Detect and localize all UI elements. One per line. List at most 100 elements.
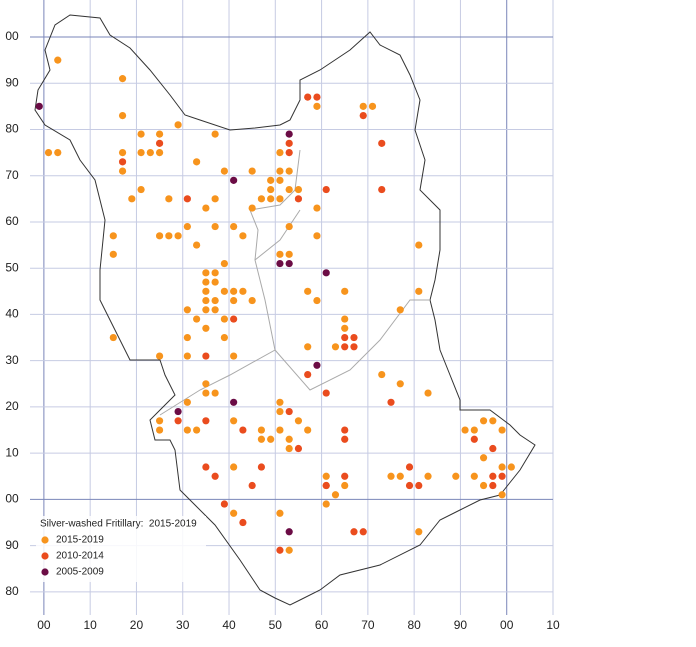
record-dot bbox=[239, 287, 247, 295]
record-dot bbox=[155, 139, 164, 147]
record-dot bbox=[230, 176, 238, 184]
record-dot bbox=[350, 528, 358, 536]
record-dot bbox=[322, 389, 330, 397]
record-dot bbox=[155, 426, 164, 434]
record-dot bbox=[230, 222, 238, 231]
record-dot bbox=[230, 463, 238, 471]
record-dot bbox=[304, 426, 312, 434]
record-dot bbox=[341, 287, 349, 295]
record-dot bbox=[341, 324, 349, 332]
record-dot bbox=[452, 472, 460, 480]
record-dot bbox=[285, 148, 293, 157]
points bbox=[35, 56, 515, 554]
record-dot bbox=[220, 333, 228, 342]
grid bbox=[30, 0, 554, 615]
record-dot bbox=[276, 407, 284, 416]
record-dot bbox=[118, 148, 127, 157]
record-dot bbox=[470, 435, 478, 443]
record-dot bbox=[498, 463, 506, 471]
record-dot bbox=[313, 296, 321, 305]
record-dot bbox=[396, 380, 404, 388]
record-dot bbox=[230, 417, 238, 425]
x-tick-label: 10 bbox=[83, 618, 97, 632]
record-dot bbox=[479, 481, 488, 490]
record-dot bbox=[211, 306, 219, 314]
record-dot bbox=[294, 195, 303, 203]
record-dot bbox=[276, 148, 284, 157]
record-dot bbox=[415, 481, 423, 490]
record-dot bbox=[267, 176, 275, 184]
record-dot bbox=[489, 481, 497, 490]
record-dot bbox=[378, 185, 386, 194]
record-dot bbox=[304, 93, 312, 101]
record-dot bbox=[118, 167, 127, 175]
record-dot bbox=[174, 121, 182, 129]
record-dot bbox=[220, 287, 228, 295]
record-dot bbox=[183, 306, 191, 314]
record-dot bbox=[183, 398, 191, 406]
record-dot bbox=[276, 250, 284, 258]
record-dot bbox=[350, 343, 358, 351]
record-dot bbox=[248, 481, 256, 490]
y-tick-label: 10 bbox=[5, 445, 19, 459]
legend-swatch bbox=[41, 568, 49, 576]
record-dot bbox=[368, 102, 377, 110]
record-dot bbox=[378, 139, 386, 147]
record-dot bbox=[341, 333, 349, 342]
record-dot bbox=[331, 343, 340, 351]
x-tick-label: 90 bbox=[454, 618, 468, 632]
legend-swatch bbox=[41, 552, 49, 560]
x-tick-label: 30 bbox=[176, 618, 190, 632]
record-dot bbox=[276, 259, 284, 268]
record-dot bbox=[322, 481, 330, 490]
record-dot bbox=[276, 398, 284, 406]
y-tick-label: 70 bbox=[5, 168, 19, 182]
x-tick-label: 60 bbox=[315, 618, 329, 632]
record-dot bbox=[285, 139, 293, 147]
record-dot bbox=[109, 232, 117, 240]
record-dot bbox=[313, 232, 321, 240]
y-tick-label: 90 bbox=[5, 75, 19, 89]
y-tick-label: 40 bbox=[5, 307, 19, 321]
record-dot bbox=[267, 435, 275, 443]
y-tick-label: 50 bbox=[5, 260, 19, 274]
record-dot bbox=[304, 343, 312, 351]
record-dot bbox=[118, 112, 127, 120]
record-dot bbox=[276, 546, 284, 554]
record-dot bbox=[285, 130, 293, 138]
legend-title: Silver-washed Fritillary: 2015-2019 bbox=[40, 519, 197, 530]
record-dot bbox=[165, 195, 173, 203]
legend-label: 2015-2019 bbox=[56, 535, 104, 546]
legend-label: 2010-2014 bbox=[56, 551, 104, 562]
record-dot bbox=[239, 518, 247, 527]
district-boundary bbox=[159, 149, 430, 416]
record-dot bbox=[396, 306, 404, 314]
record-dot bbox=[359, 102, 367, 110]
record-dot bbox=[461, 426, 469, 434]
y-tick-label: 30 bbox=[5, 353, 19, 367]
record-dot bbox=[276, 167, 284, 175]
record-dot bbox=[174, 232, 182, 240]
record-dot bbox=[118, 158, 127, 166]
record-dot bbox=[128, 195, 136, 203]
record-dot bbox=[294, 417, 303, 425]
record-dot bbox=[304, 370, 312, 379]
record-dot bbox=[193, 158, 201, 166]
record-dot bbox=[285, 259, 293, 268]
record-dot bbox=[313, 102, 321, 110]
record-dot bbox=[276, 176, 284, 184]
x-tick-label: 40 bbox=[222, 618, 236, 632]
record-dot bbox=[239, 232, 247, 240]
record-dot bbox=[294, 185, 303, 194]
legend-label: 2005-2009 bbox=[56, 567, 104, 578]
record-dot bbox=[498, 491, 506, 499]
record-dot bbox=[257, 195, 266, 203]
record-dot bbox=[220, 167, 228, 175]
record-dot bbox=[470, 426, 478, 434]
record-dot bbox=[341, 481, 349, 490]
record-dot bbox=[341, 426, 349, 434]
record-dot bbox=[322, 269, 330, 277]
record-dot bbox=[313, 204, 321, 212]
record-dot bbox=[396, 472, 404, 480]
record-dot bbox=[313, 93, 321, 101]
